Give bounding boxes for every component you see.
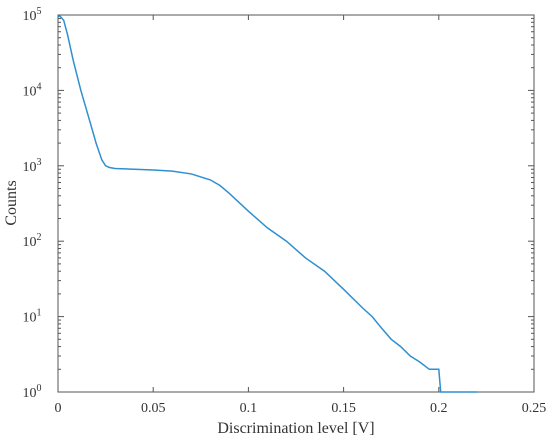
y-tick-label: 101 [23, 308, 42, 326]
y-tick-label: 103 [23, 157, 42, 175]
x-axis-label: Discrimination level [V] [217, 420, 374, 437]
x-tick-label: 0.25 [522, 401, 547, 416]
plot-area-frame [57, 14, 535, 393]
x-axis: 0 0.05 0.1 0.15 0.2 0.25 [55, 15, 547, 416]
y-tick-label: 102 [23, 232, 42, 250]
x-tick-label: 0 [55, 401, 62, 416]
x-tick-label: 0.2 [430, 401, 448, 416]
x-tick-label: 0.05 [141, 401, 166, 416]
y-axis-label: Counts [3, 180, 20, 225]
y-tick-label: 104 [23, 81, 42, 99]
x-tick-label: 0.1 [240, 401, 258, 416]
y-axis: 100 101 102 103 104 105 [23, 6, 534, 401]
x-tick-label: 0.15 [331, 401, 356, 416]
y-tick-label: 105 [23, 6, 42, 24]
series-line [57, 15, 477, 393]
y-tick-label: 100 [23, 383, 42, 401]
